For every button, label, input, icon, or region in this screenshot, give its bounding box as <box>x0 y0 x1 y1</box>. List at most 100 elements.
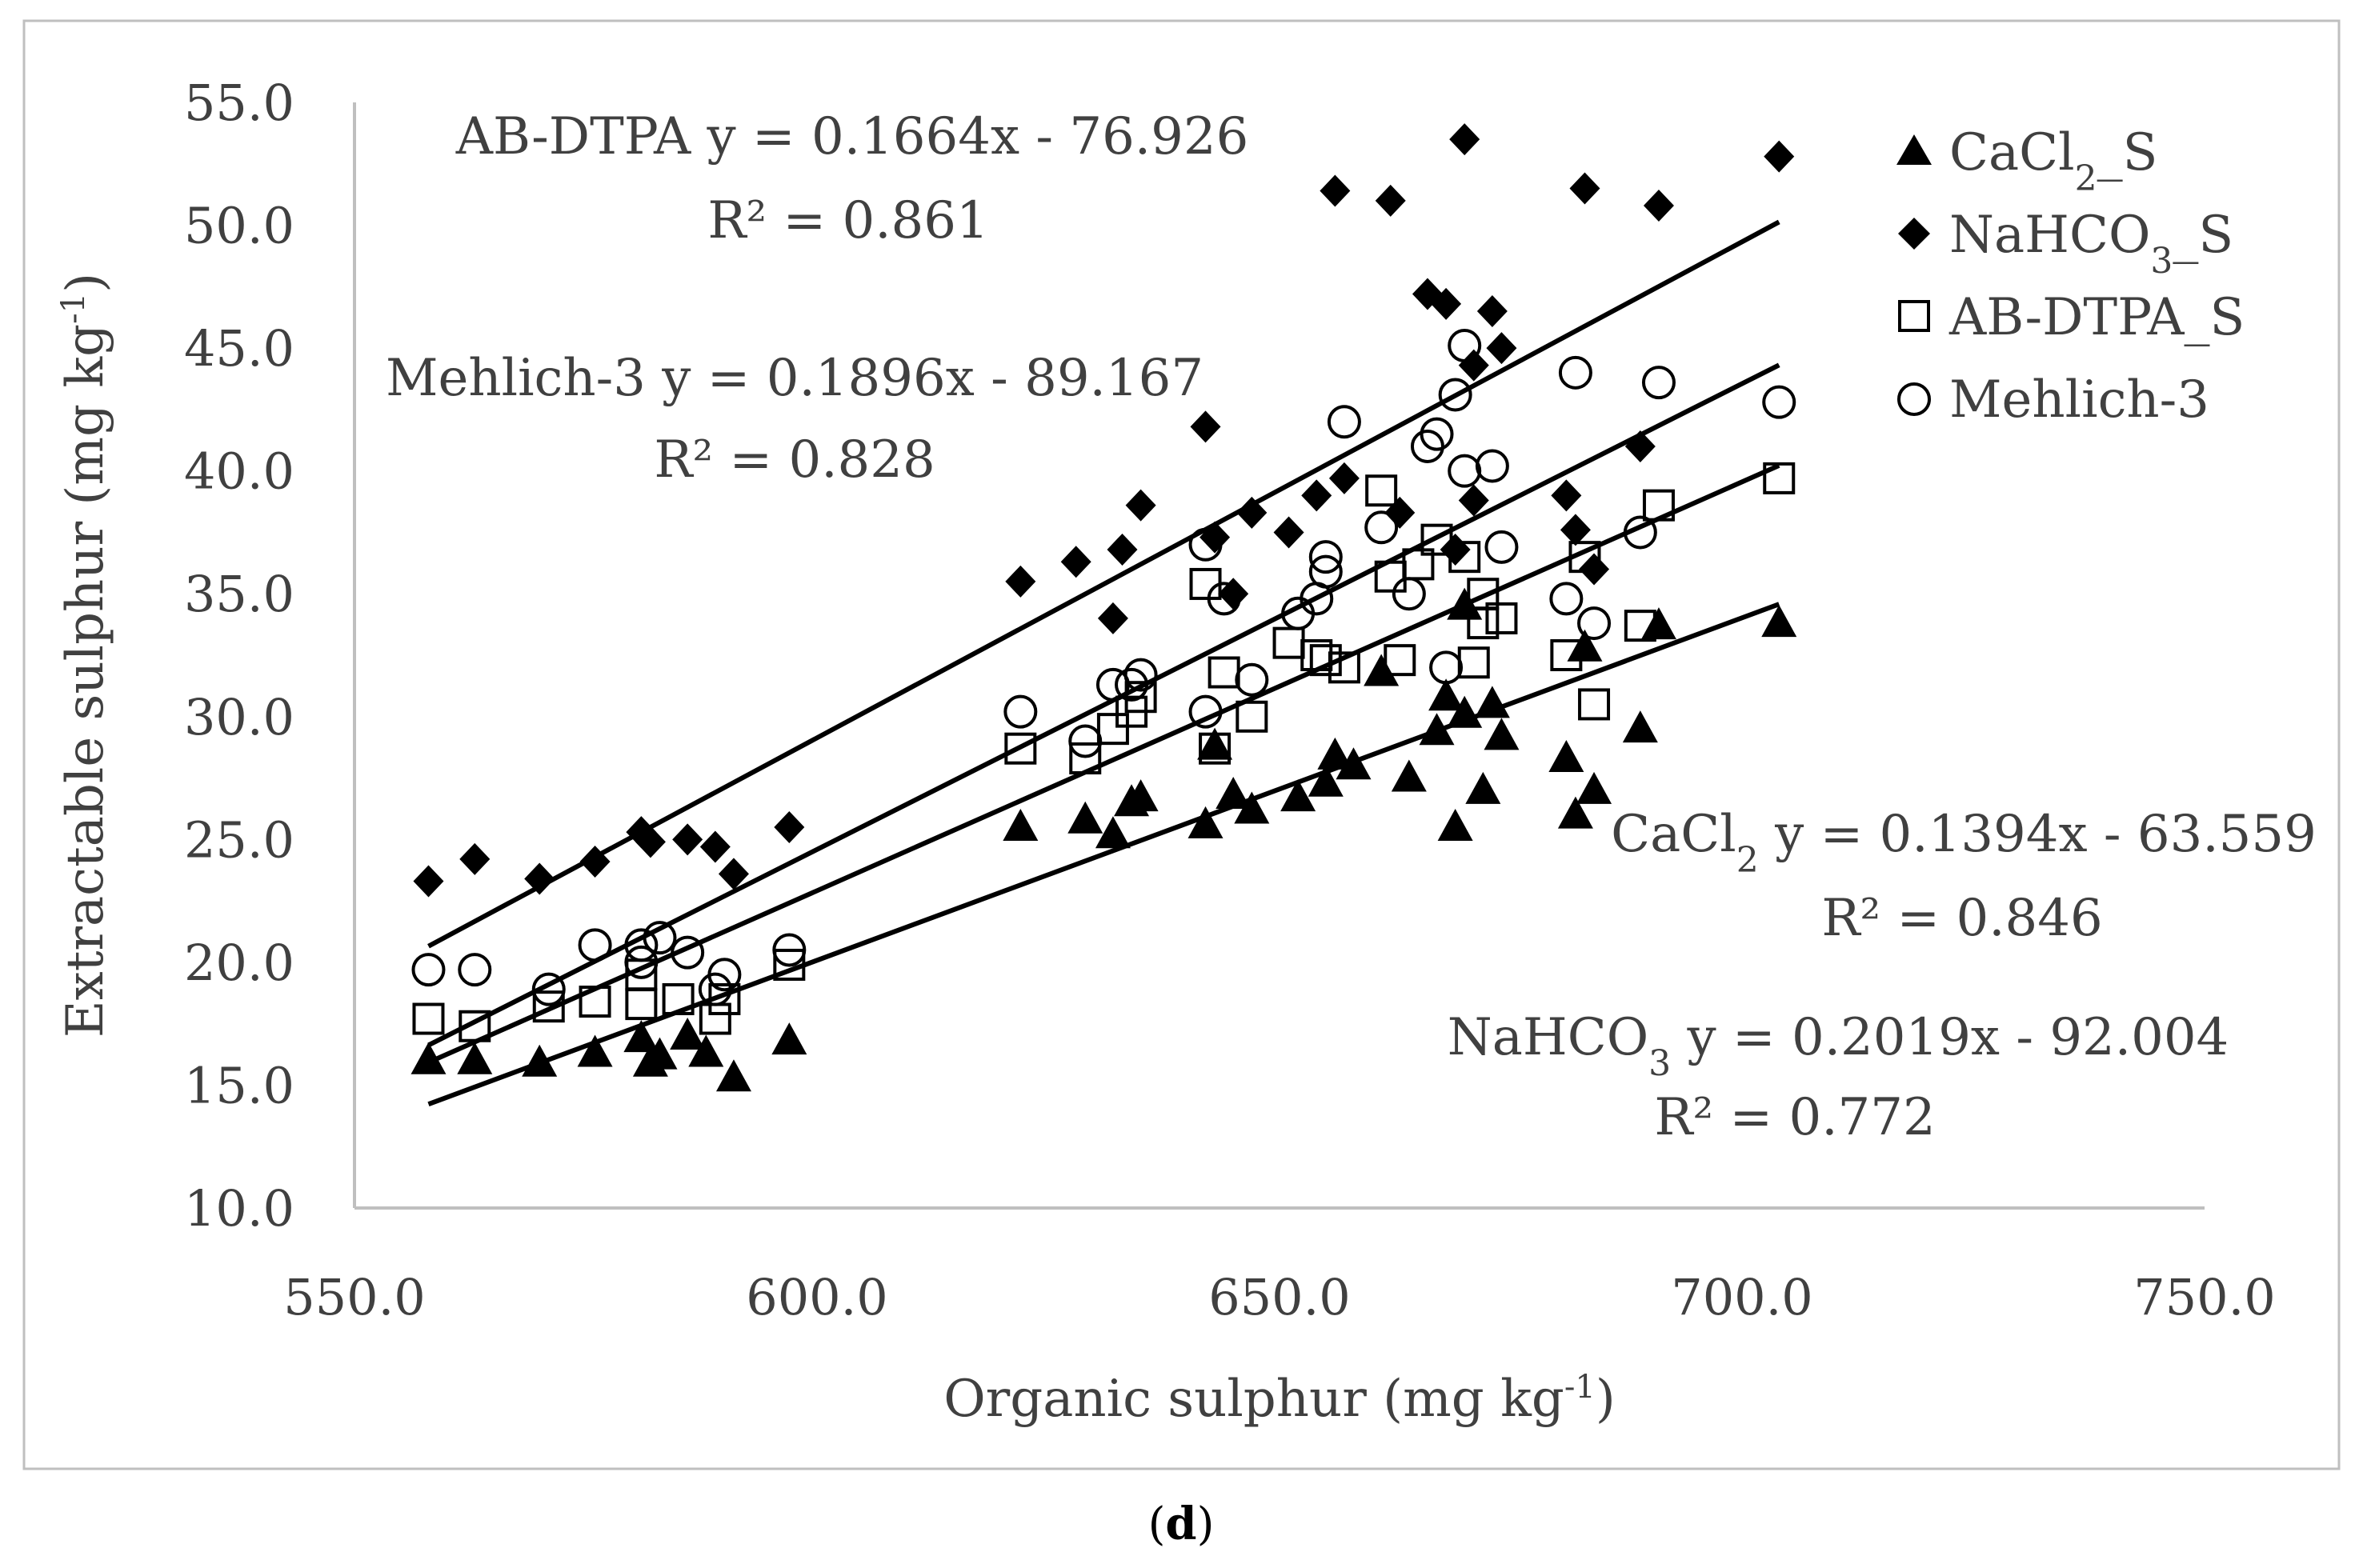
legend-marker-diamond <box>1898 218 1930 250</box>
point-mehlich-3 <box>1308 540 1343 574</box>
point-ab-dtpa-s <box>459 1010 491 1042</box>
point-cacl2-s <box>1447 695 1483 728</box>
point-mehlich-3 <box>1577 606 1612 641</box>
trendline-cacl2 <box>427 602 1780 1107</box>
point-cacl2-s <box>522 1044 558 1077</box>
point-mehlich-3 <box>1429 650 1464 685</box>
point-nahco3-s <box>1190 410 1221 443</box>
x-axis-title-main: Organic sulphur (mg kg <box>943 1370 1564 1429</box>
point-mehlich-3 <box>624 945 659 979</box>
y-tick-label: 25.0 <box>184 810 294 869</box>
point-nahco3-s <box>579 845 611 878</box>
point-cacl2-s <box>1447 587 1483 620</box>
point-ab-dtpa-s <box>1272 626 1305 659</box>
point-mehlich-3 <box>1475 449 1509 483</box>
point-mehlich-3 <box>458 953 492 987</box>
point-nahco3-s <box>1301 479 1332 512</box>
point-ab-dtpa-s <box>1457 646 1490 679</box>
caption-open: ( <box>1148 1498 1166 1550</box>
point-nahco3-s <box>1624 430 1656 462</box>
point-ab-dtpa-s <box>1402 548 1435 581</box>
point-nahco3-s <box>1431 287 1462 320</box>
point-mehlich-3 <box>578 928 612 962</box>
mehlich-equation: Mehlich-3 y = 0.1896x - 89.167 <box>386 349 1204 408</box>
legend: CaCl2_S NaHCO3_S AB-DTPA_S Mehlich-3 <box>1896 123 2245 430</box>
point-cacl2-s <box>1557 796 1593 829</box>
trendline-nahco3 <box>427 219 1780 949</box>
point-ab-dtpa-s <box>1236 700 1268 733</box>
point-nahco3-s <box>1569 172 1600 205</box>
abdtpa-r2: R² = 0.861 <box>707 191 988 250</box>
mehlich-r2: R² = 0.828 <box>654 430 935 490</box>
x-tick-label: 550.0 <box>283 1268 426 1326</box>
point-nahco3-s <box>1236 496 1268 529</box>
point-mehlich-3 <box>1115 667 1149 702</box>
point-ab-dtpa-s <box>1420 523 1453 556</box>
point-mehlich-3 <box>1068 724 1103 758</box>
point-cacl2-s <box>1437 808 1473 841</box>
point-ab-dtpa-s <box>1485 602 1518 634</box>
point-nahco3-s <box>718 858 749 890</box>
cacl-equation: CaCl2 y = 0.1394x - 63.559 <box>1611 805 2317 881</box>
point-ab-dtpa-s <box>1208 656 1240 689</box>
legend-marker-square <box>1898 300 1930 332</box>
point-nahco3-s <box>1579 553 1610 586</box>
point-nahco3-s <box>1125 489 1156 522</box>
caption-close: ) <box>1197 1498 1215 1550</box>
point-ab-dtpa-s <box>625 988 658 1021</box>
point-nahco3-s <box>1328 462 1360 494</box>
trendlines <box>427 219 1780 1107</box>
point-cacl2-s <box>1419 713 1455 746</box>
point-mehlich-3 <box>707 958 742 992</box>
nahco-r2: R² = 0.772 <box>1654 1088 1935 1147</box>
y-tick-label: 55.0 <box>184 74 294 132</box>
point-cacl2-s <box>1123 779 1159 812</box>
point-mehlich-3 <box>1308 554 1343 589</box>
y-tick-label: 50.0 <box>184 197 294 255</box>
y-tick-label: 15.0 <box>184 1056 294 1114</box>
trendline-mehlich-3 <box>427 362 1780 1048</box>
y-axis-title-sup: -1 <box>55 293 92 324</box>
point-nahco3-s <box>1060 546 1091 578</box>
point-nahco3-s <box>1200 521 1231 554</box>
point-nahco3-s <box>413 865 444 898</box>
chart-border <box>22 19 2341 1470</box>
point-nahco3-s <box>699 830 731 863</box>
legend-label-abdtpa: AB-DTPA_S <box>1948 288 2245 347</box>
point-cacl2-s <box>1003 808 1039 841</box>
point-cacl2-s <box>642 1037 678 1070</box>
point-mehlich-3 <box>1327 405 1361 439</box>
point-mehlich-3 <box>1448 454 1482 488</box>
nahco-equation-sub: 3 <box>1648 1043 1671 1084</box>
point-nahco3-s <box>1218 578 1249 610</box>
point-mehlich-3 <box>1420 417 1454 451</box>
caption-letter: d <box>1165 1498 1196 1550</box>
y-tick-label: 20.0 <box>184 934 294 992</box>
point-mehlich-3 <box>671 935 705 970</box>
point-ab-dtpa-s <box>1189 567 1222 600</box>
point-mehlich-3 <box>1484 530 1519 564</box>
x-axis-title-sup: -1 <box>1564 1369 1596 1406</box>
cacl-equation-sub: 2 <box>1736 840 1759 881</box>
point-nahco3-s <box>672 823 703 856</box>
point-cacl2-s <box>1280 779 1316 812</box>
point-ab-dtpa-s <box>1568 541 1601 574</box>
point-mehlich-3 <box>1558 355 1592 390</box>
point-nahco3-s <box>459 842 491 875</box>
point-cacl2-s <box>1428 678 1464 711</box>
point-ab-dtpa-s <box>1448 541 1481 574</box>
x-tick-label: 700.0 <box>1671 1268 1813 1326</box>
point-mehlich-3 <box>1549 582 1584 616</box>
point-mehlich-3 <box>411 953 446 987</box>
point-nahco3-s <box>1458 349 1489 382</box>
point-nahco3-s <box>1476 295 1508 328</box>
point-cacl2-s <box>1197 727 1233 760</box>
cacl-equation-main: CaCl <box>1611 805 1736 864</box>
point-ab-dtpa-s <box>708 982 741 1015</box>
y-tick-label: 10.0 <box>184 1179 294 1238</box>
point-cacl2-s <box>1364 654 1400 686</box>
y-tick-label: 30.0 <box>184 688 294 746</box>
point-ab-dtpa-s <box>412 1002 445 1035</box>
point-mehlich-3 <box>1123 658 1158 692</box>
x-tick-labels: 550.0 600.0 650.0 700.0 750.0 <box>283 1268 2276 1326</box>
